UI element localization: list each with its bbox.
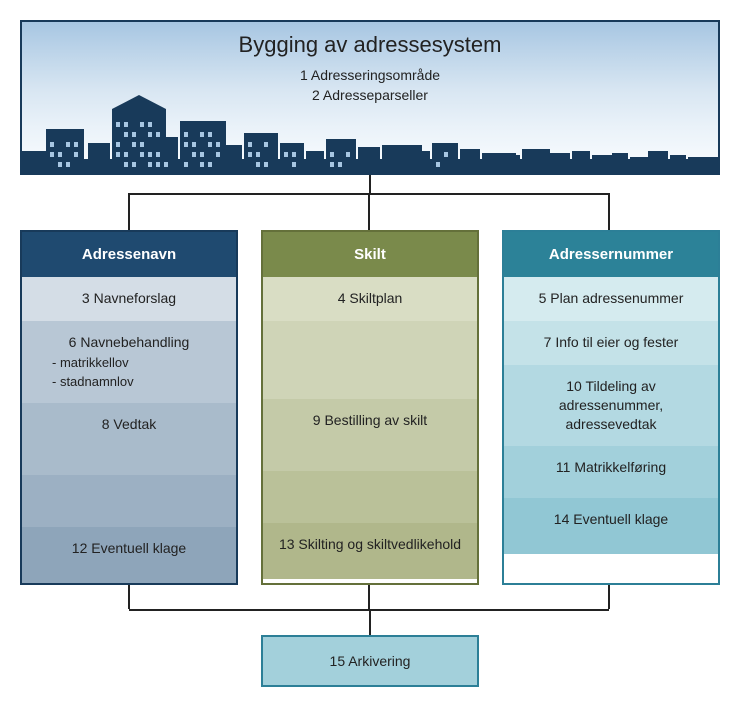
connector-down-1 bbox=[128, 193, 130, 230]
connector-up-2 bbox=[368, 585, 370, 609]
cell-text: 3 Navneforslag bbox=[32, 289, 226, 308]
cell-text: 9 Bestilling av skilt bbox=[273, 411, 467, 430]
connector-up-3 bbox=[608, 585, 610, 609]
column-0: Adressenavn 3 Navneforslag 6 Navnebehandli… bbox=[20, 230, 238, 585]
cell: 4 Skiltplan bbox=[263, 277, 477, 321]
cell: 11 Matrikkelføring bbox=[504, 446, 718, 498]
cell: 13 Skilting og skiltvedlikehold bbox=[263, 523, 477, 579]
cell-text: 7 Info til eier og fester bbox=[514, 333, 708, 352]
connector-down-2 bbox=[368, 193, 370, 230]
cell bbox=[22, 475, 236, 527]
columns-row: Adressenavn 3 Navneforslag 6 Navnebehandli… bbox=[20, 230, 720, 585]
connector-down-3 bbox=[608, 193, 610, 230]
cell-text: 11 Matrikkelføring bbox=[514, 458, 708, 477]
cell-text: 10 Tildeling av adressenummer, adresseve… bbox=[514, 377, 708, 434]
cell: 3 Navneforslag bbox=[22, 277, 236, 321]
column-header: Adressenavn bbox=[22, 232, 236, 277]
connectors-top bbox=[20, 175, 720, 230]
cell bbox=[263, 321, 477, 399]
top-line-2: 2 Adresseparseller bbox=[22, 86, 718, 106]
cell-text: 4 Skiltplan bbox=[273, 289, 467, 308]
column-header: Adressernummer bbox=[504, 232, 718, 277]
cell: 5 Plan adressenummer bbox=[504, 277, 718, 321]
cell-subitem: - stadnamnlov bbox=[32, 373, 226, 391]
cell: 12 Eventuell klage bbox=[22, 527, 236, 583]
cell bbox=[263, 471, 477, 523]
cell-text: 12 Eventuell klage bbox=[32, 539, 226, 558]
cell-text: 5 Plan adressenummer bbox=[514, 289, 708, 308]
top-line-1: 1 Adresseringsområde bbox=[22, 66, 718, 86]
cell-text: 6 Navnebehandling bbox=[32, 333, 226, 352]
cell-text: 8 Vedtak bbox=[32, 415, 226, 434]
column-header: Skilt bbox=[263, 232, 477, 277]
bottom-label: 15 Arkivering bbox=[330, 653, 411, 669]
column-2: Adressernummer 5 Plan adressenummer 7 Info… bbox=[502, 230, 720, 585]
cell: 6 Navnebehandling - matrikkellov- stadnam… bbox=[22, 321, 236, 403]
top-subtitle: 1 Adresseringsområde 2 Adresseparseller bbox=[22, 66, 718, 105]
cell: 14 Eventuell klage bbox=[504, 498, 718, 554]
bottom-box: 15 Arkivering bbox=[261, 635, 479, 687]
cell-subitem: - matrikkellov bbox=[32, 354, 226, 372]
column-1: Skilt 4 Skiltplan 9 Bestilling av skilt 13 … bbox=[261, 230, 479, 585]
connector-stub bbox=[369, 175, 371, 193]
top-box: Bygging av adressesystem 1 Adresseringso… bbox=[20, 20, 720, 175]
diagram-canvas: Bygging av adressesystem 1 Adresseringso… bbox=[20, 20, 720, 687]
cell: 7 Info til eier og fester bbox=[504, 321, 718, 365]
cell: 8 Vedtak bbox=[22, 403, 236, 475]
cell: 9 Bestilling av skilt bbox=[263, 399, 477, 471]
connectors-bottom bbox=[20, 585, 720, 635]
cell-text: 14 Eventuell klage bbox=[514, 510, 708, 529]
connector-up-1 bbox=[128, 585, 130, 609]
cell: 10 Tildeling av adressenummer, adresseve… bbox=[504, 365, 718, 446]
connector-mid-down bbox=[369, 609, 371, 635]
cell-text: 13 Skilting og skiltvedlikehold bbox=[273, 535, 467, 554]
top-title: Bygging av adressesystem bbox=[22, 22, 718, 58]
